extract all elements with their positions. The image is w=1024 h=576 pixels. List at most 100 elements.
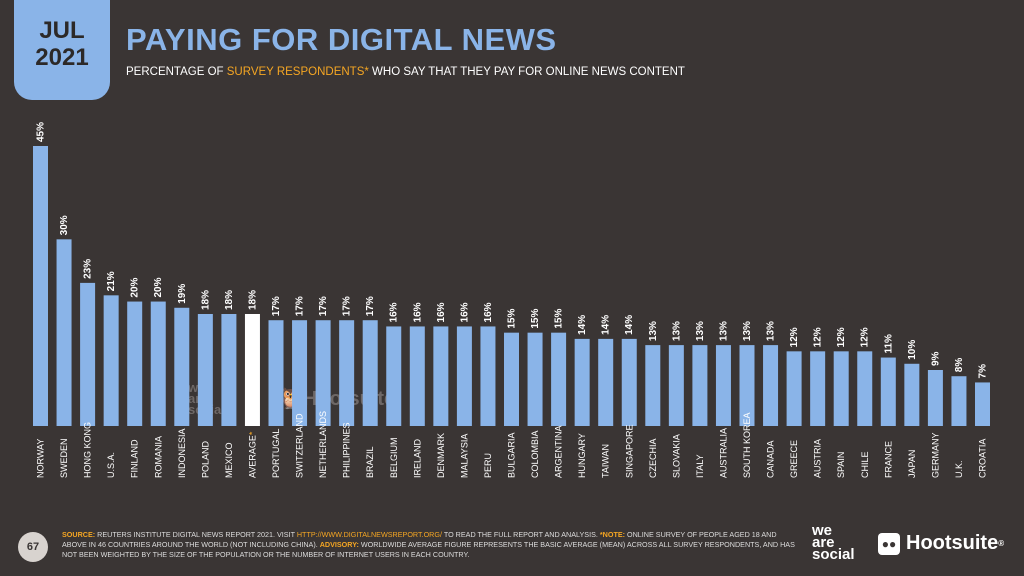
page-title: PAYING FOR DIGITAL NEWS xyxy=(126,22,557,57)
logo-we: we xyxy=(812,522,833,539)
value-label: 18% xyxy=(247,290,258,310)
bar-sweden xyxy=(56,239,72,426)
category-label: PERU xyxy=(483,453,493,478)
bar-romania xyxy=(150,301,166,426)
source-label: SOURCE: xyxy=(62,530,96,539)
advisory-label: ADVISORY: xyxy=(319,540,359,549)
bar-finland xyxy=(127,301,143,426)
value-label: 16% xyxy=(436,302,447,322)
date-year: 2021 xyxy=(35,44,89,71)
bar-average xyxy=(244,314,260,426)
value-label: 17% xyxy=(295,296,306,316)
footer-source: SOURCE: REUTERS INSTITUTE DIGITAL NEWS R… xyxy=(62,530,802,560)
date-tab: JUL 2021 xyxy=(14,0,110,100)
category-label: U.S.A. xyxy=(106,452,116,478)
bar-colombia xyxy=(527,332,543,426)
category-label: CROATIA xyxy=(978,439,988,478)
value-label: 11% xyxy=(883,334,894,354)
subtitle-post: WHO SAY THAT THEY PAY FOR ONLINE NEWS CO… xyxy=(368,66,685,78)
source-link[interactable]: HTTP://WWW.DIGITALNEWSREPORT.ORG/ xyxy=(296,530,442,539)
value-label: 13% xyxy=(742,321,753,341)
category-label: TAIWAN xyxy=(601,444,611,478)
category-label: SOUTH KOREA xyxy=(742,412,752,478)
category-label: PHILIPPINES xyxy=(342,422,352,478)
value-label: 17% xyxy=(365,296,376,316)
note-text: ONLINE SURVEY OF PEOPLE AGED 18 AND ABOV… xyxy=(62,530,777,549)
category-label: SINGAPORE xyxy=(624,424,634,478)
logo-social: social xyxy=(812,546,855,563)
value-label: 20% xyxy=(130,277,141,297)
value-label: 13% xyxy=(671,321,682,341)
bar-switzerland xyxy=(292,320,308,426)
category-label: BULGARIA xyxy=(507,432,517,478)
bar-germany xyxy=(927,370,943,426)
hootsuite-registered: ® xyxy=(998,539,1005,548)
bar-france xyxy=(880,357,896,426)
bar-croatia xyxy=(975,382,990,426)
bar-brazil xyxy=(362,320,378,426)
category-label: GERMANY xyxy=(930,432,940,478)
value-label: 15% xyxy=(530,309,541,329)
bar-philippines xyxy=(339,320,355,426)
category-label: COLOMBIA xyxy=(530,430,540,478)
value-label: 18% xyxy=(224,290,235,310)
average-asterisk: * xyxy=(247,431,257,435)
bar-indonesia xyxy=(174,307,190,426)
source-text-2: TO READ THE FULL REPORT AND ANALYSIS. xyxy=(441,530,600,539)
bar-taiwan xyxy=(598,338,614,426)
bar-mexico xyxy=(221,314,237,426)
value-label: 13% xyxy=(695,321,706,341)
value-label: 18% xyxy=(200,290,211,310)
date-month: JUL xyxy=(39,17,85,44)
category-label: JAPAN xyxy=(907,450,917,478)
bar-poland xyxy=(197,314,213,426)
bar-czechia xyxy=(645,345,661,426)
category-label: AUSTRIA xyxy=(813,439,823,478)
we-are-social-logo: we are social xyxy=(812,522,855,563)
advisory-text: WORLDWIDE AVERAGE FIGURE REPRESENTS THE … xyxy=(62,540,795,559)
bar-japan xyxy=(904,363,920,426)
value-label: 13% xyxy=(648,321,659,341)
bar-hungary xyxy=(574,338,590,426)
hootsuite-logo: ●● Hootsuite ® xyxy=(878,532,1004,555)
value-label: 21% xyxy=(106,271,117,291)
bar-argentina xyxy=(551,332,567,426)
bar-greece xyxy=(786,351,802,426)
bar-italy xyxy=(692,345,708,426)
category-label: CZECHIA xyxy=(648,438,658,478)
category-label: DENMARK xyxy=(436,433,446,478)
bar-malaysia xyxy=(456,326,472,426)
category-label: SLOVAKIA xyxy=(671,434,681,478)
bar-peru xyxy=(480,326,496,426)
category-label: ARGENTINA xyxy=(554,425,564,478)
value-label: 16% xyxy=(483,302,494,322)
logo-are: are xyxy=(812,534,835,551)
bar-bulgaria xyxy=(504,332,519,426)
category-label: FINLAND xyxy=(130,439,140,478)
category-label: MALAYSIA xyxy=(459,434,469,478)
value-label: 20% xyxy=(153,277,164,297)
bar-portugal xyxy=(268,320,284,426)
category-label: IRELAND xyxy=(412,438,422,478)
category-label: AVERAGE* xyxy=(247,431,257,478)
bar-u-k- xyxy=(951,376,967,426)
value-label: 12% xyxy=(789,327,800,347)
category-label: INDONESIA xyxy=(177,428,187,478)
value-label: 23% xyxy=(83,259,94,279)
source-text: REUTERS INSTITUTE DIGITAL NEWS REPORT 20… xyxy=(95,530,297,539)
bar-ireland xyxy=(409,326,425,426)
category-label: ROMANIA xyxy=(153,436,163,478)
hootsuite-wordmark: Hootsuite xyxy=(906,532,999,554)
page-number: 67 xyxy=(18,532,48,562)
value-label: 13% xyxy=(766,321,777,341)
value-label: 12% xyxy=(813,327,824,347)
value-label: 12% xyxy=(860,327,871,347)
category-label: CANADA xyxy=(766,440,776,478)
category-label: HUNGARY xyxy=(577,433,587,478)
category-label: BELGIUM xyxy=(389,437,399,478)
bar-austria xyxy=(810,351,826,426)
bar-norway xyxy=(33,146,48,426)
owl-icon: ●● xyxy=(878,532,900,555)
value-label: 8% xyxy=(954,358,965,373)
